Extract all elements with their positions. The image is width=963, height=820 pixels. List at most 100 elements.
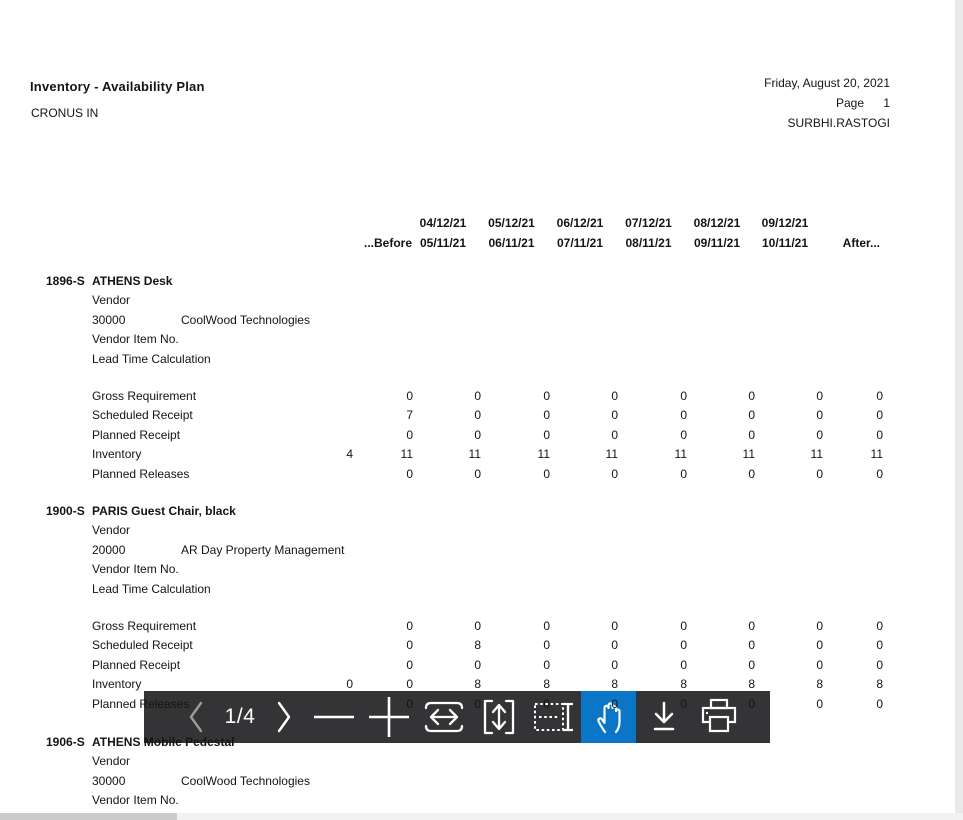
- data-cell: 0: [748, 466, 755, 481]
- data-row-label: Scheduled Receipt: [92, 408, 193, 423]
- vendor-label: Vendor: [92, 293, 131, 308]
- fit-height-icon: [480, 697, 518, 737]
- horizontal-scrollbar-thumb[interactable]: [0, 813, 177, 820]
- data-cell: 0: [876, 427, 883, 442]
- data-row-label: Planned Receipt: [92, 427, 181, 442]
- data-cell: [322, 389, 353, 403]
- period-start-header: 05/12/21: [488, 216, 535, 230]
- fit-width-icon: [422, 699, 466, 735]
- period-end-header: 09/11/21: [693, 236, 741, 250]
- data-row-label: Scheduled Receipt: [92, 638, 193, 653]
- column-headers-period-start: 04/12/21 05/12/21 06/12/21 07/12/21 08/12/21…: [92, 216, 823, 230]
- data-cell: 11: [537, 447, 550, 462]
- data-cell: 0: [406, 427, 413, 442]
- fit-to-width-button[interactable]: [416, 691, 471, 743]
- data-cell: 0: [748, 638, 755, 653]
- period-start-header: 06/12/21: [556, 216, 604, 230]
- zoom-out-button[interactable]: [306, 691, 361, 743]
- data-cell: 0: [406, 466, 413, 481]
- data-cell: 8: [680, 677, 687, 692]
- period-end-header: 10/11/21: [761, 236, 809, 250]
- report-date: Friday, August 20, 2021: [764, 76, 890, 90]
- data-cell: 0: [748, 619, 755, 633]
- data-cell: 7: [406, 408, 413, 423]
- data-cell: 0: [816, 427, 823, 442]
- period-start-header: 07/12/21: [625, 216, 672, 230]
- company-name: CRONUS IN: [31, 106, 99, 120]
- data-row: Gross Requirement 0 0 0 0 0 0 0 0: [92, 619, 883, 633]
- period-end-header: 07/11/21: [556, 236, 604, 250]
- data-cell: 0: [748, 408, 755, 423]
- data-cell: 0: [816, 638, 823, 653]
- data-cell: 0: [816, 619, 823, 633]
- download-button[interactable]: [636, 691, 691, 743]
- vendor-no: 20000: [92, 542, 126, 557]
- data-cell: 0: [816, 657, 823, 672]
- period-start-header: 08/12/21: [693, 216, 741, 230]
- data-cell: [322, 428, 353, 442]
- chevron-right-icon: [273, 698, 295, 736]
- data-cell: [322, 638, 353, 652]
- zoom-in-button[interactable]: [361, 691, 416, 743]
- data-cell: 0: [680, 657, 687, 672]
- data-cell: 0: [474, 389, 481, 403]
- data-cell: 11: [468, 447, 481, 462]
- hand-icon: [589, 697, 629, 737]
- data-cell: 0: [680, 619, 687, 633]
- data-cell: 0: [611, 389, 618, 403]
- header-spacer: [92, 236, 322, 250]
- data-cell: 0: [748, 427, 755, 442]
- text-selection-button[interactable]: [526, 691, 581, 743]
- data-row: Gross Requirement 0 0 0 0 0 0 0 0: [92, 389, 883, 403]
- vendor-name: CoolWood Technologies: [181, 312, 310, 327]
- vendor-name: CoolWood Technologies: [181, 773, 310, 788]
- data-cell: 0: [543, 466, 550, 481]
- data-cell: 0: [816, 466, 823, 481]
- hand-tool-button[interactable]: [581, 691, 636, 743]
- data-cell: 11: [870, 447, 883, 462]
- data-cell: 0: [816, 408, 823, 423]
- lead-time-label: Lead Time Calculation: [92, 351, 211, 366]
- vertical-scrollbar[interactable]: [955, 0, 963, 820]
- data-cell: 0: [680, 466, 687, 481]
- data-cell: 0: [543, 408, 550, 423]
- period-end-header: 05/11/21: [419, 236, 467, 250]
- after-column-header: After...: [842, 236, 880, 250]
- data-cell: 0: [816, 389, 823, 403]
- data-cell: 0: [876, 696, 883, 711]
- download-icon: [644, 697, 684, 737]
- vendor-no: 30000: [92, 773, 126, 788]
- data-cell: 0: [406, 389, 413, 403]
- vendor-info-line: 30000 CoolWood Technologies: [92, 313, 310, 327]
- data-cell: 8: [748, 677, 755, 692]
- horizontal-scrollbar[interactable]: [0, 813, 963, 820]
- data-cell: [322, 408, 353, 422]
- data-cell: 0: [876, 408, 883, 423]
- data-cell: 0: [543, 427, 550, 442]
- data-cell: 0: [876, 389, 883, 403]
- data-cell: 11: [605, 447, 618, 462]
- data-cell: 0: [543, 638, 550, 653]
- lead-time-label: Lead Time Calculation: [92, 581, 211, 596]
- period-start-header: 09/12/21: [761, 216, 809, 230]
- vendor-info-line: 30000 CoolWood Technologies: [92, 774, 310, 788]
- fit-to-height-button[interactable]: [471, 691, 526, 743]
- next-page-button[interactable]: [262, 691, 306, 743]
- data-cell: 8: [474, 677, 481, 692]
- page-number: 1: [883, 96, 890, 110]
- data-cell: 0: [474, 427, 481, 442]
- data-row-label: Inventory: [92, 677, 142, 692]
- previous-page-button[interactable]: [174, 691, 218, 743]
- print-button[interactable]: [691, 691, 746, 743]
- data-cell: 11: [400, 447, 413, 462]
- vendor-name: AR Day Property Management: [181, 542, 345, 557]
- data-row: Planned Receipt 0 0 0 0 0 0 0 0: [92, 658, 883, 672]
- data-cell: 0: [406, 619, 413, 633]
- item-no: 1906-S: [46, 735, 85, 749]
- data-cell: 0: [474, 657, 481, 672]
- vendor-label: Vendor: [92, 754, 131, 769]
- data-cell: 0: [474, 619, 481, 633]
- toolbar-page-indicator-text: 1/4: [224, 705, 256, 728]
- chevron-left-icon: [185, 698, 207, 736]
